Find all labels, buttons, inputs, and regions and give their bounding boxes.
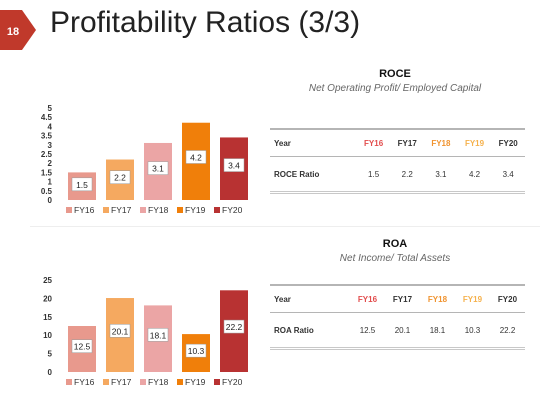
legend-label: FY16 [74,205,95,215]
table-header-cell: FY17 [384,284,420,313]
table-cell: 10.3 [454,312,490,350]
legend-label: FY18 [148,205,169,215]
roce-subtitle: Net Operating Profit/ Employed Capital [308,83,482,94]
y-tick-label: 0 [48,196,53,205]
y-tick-label: 2.5 [41,150,53,159]
data-label-box [223,319,245,334]
data-label: 20.1 [112,326,129,336]
table-row: ROCE Ratio 1.5 2.2 3.1 4.2 3.4 [270,156,525,194]
table-cell: 1.5 [356,156,391,194]
data-label: 1.5 [76,180,88,190]
y-tick-label: 1.5 [41,168,53,177]
table-cell: 22.2 [489,312,525,350]
y-tick-label: 10 [43,331,52,340]
table-cell: 4.2 [457,156,492,194]
table-cell: 12.5 [349,312,385,350]
data-label: 12.5 [74,342,91,352]
data-label-box [185,343,207,358]
table-header-cell: FY18 [424,128,458,157]
row-label: ROA Ratio [270,312,350,350]
legend-swatch [214,379,220,385]
table-header-cell: FY20 [491,128,525,157]
roce-title: ROCE [379,68,411,80]
legend-swatch [140,379,146,385]
table-cell: 18.1 [419,312,455,350]
table-header-cell: FY16 [356,128,391,157]
legend-swatch [66,379,72,385]
legend-swatch [177,379,183,385]
data-label: 10.3 [188,346,205,356]
legend-label: FY19 [185,205,206,215]
table-header-row: Year FY16 FY17 FY18 FY19 FY20 [270,128,525,157]
table-header-cell: FY19 [457,128,492,157]
data-label: 3.1 [152,164,164,174]
page-title: Profitability Ratios (3/3) [50,6,361,39]
table-header-cell: Year [270,128,357,157]
data-label-box [147,161,169,175]
table-cell: 2.2 [390,156,425,194]
data-label: 2.2 [114,173,126,183]
legend-label: FY16 [74,377,95,387]
badge-shape [0,10,36,50]
y-tick-label: 15 [43,313,52,322]
data-label-box [109,324,131,338]
data-label: 18.1 [150,330,167,340]
y-tick-label: 0.5 [41,187,53,196]
table-header-cell: FY19 [454,284,490,313]
table-cell: 3.1 [424,156,458,194]
legend-label: FY20 [222,205,243,215]
data-label-box [71,339,93,353]
legend-label: FY17 [111,205,132,215]
y-tick-label: 5 [48,350,53,359]
legend-swatch [103,379,109,385]
data-label: 4.2 [190,152,202,162]
data-label-box [223,158,245,172]
y-tick-label: 3 [48,141,53,150]
legend-swatch [214,207,220,213]
y-tick-label: 4.5 [41,113,53,122]
section-divider [30,226,540,227]
y-tick-label: 20 [43,294,52,303]
legend-swatch [177,207,183,213]
slide-number-badge: 18 [0,10,36,50]
data-label: 22.2 [226,322,243,332]
y-tick-label: 0 [48,368,53,377]
legend-swatch [140,207,146,213]
y-tick-label: 4 [48,122,53,131]
roa-table: Year FY16 FY17 FY18 FY19 FY20 ROA Ratio 12.5 20.… [270,284,525,350]
table-header-cell: FY17 [390,128,425,157]
y-tick-label: 2 [48,159,53,168]
roa-subtitle: Net Income/ Total Assets [339,253,451,264]
legend-swatch [66,207,72,213]
row-label: ROCE Ratio [270,156,357,194]
table-header-cell: FY16 [349,284,385,313]
y-tick-label: 25 [43,276,52,285]
roa-bar-chart: 0 5 10 15 20 25 12.5 20.1 18.1 10.3 22.2 FY16 FY17 FY… [43,276,248,387]
table-cell: 20.1 [384,312,420,350]
y-tick-label: 5 [48,104,53,113]
slide-number: 18 [7,26,19,38]
data-label-box [71,177,93,192]
legend-label: FY20 [222,377,243,387]
y-tick-label: 3.5 [41,132,53,141]
table-header-cell: FY18 [419,284,455,313]
legend-label: FY17 [111,377,132,387]
y-tick-label: 1 [48,178,53,187]
data-label-box [109,170,131,184]
legend-label: FY18 [148,377,169,387]
data-label: 3.4 [228,161,240,171]
data-label-box [147,328,169,342]
table-header-row: Year FY16 FY17 FY18 FY19 FY20 [270,284,525,313]
table-header-cell: Year [270,284,350,313]
legend-label: FY19 [185,377,206,387]
table-row: ROA Ratio 12.5 20.1 18.1 10.3 22.2 [270,312,525,350]
table-header-cell: FY20 [489,284,525,313]
roce-table: Year FY16 FY17 FY18 FY19 FY20 ROCE Ratio 1.5 2.2… [270,128,525,194]
roce-bar-chart: 00.511.522.533.544.551.52.23.14.23.4FY16… [41,104,248,215]
table-cell: 3.4 [491,156,525,194]
legend-swatch [103,207,109,213]
data-label-box [185,150,207,164]
roa-title: ROA [382,238,408,250]
